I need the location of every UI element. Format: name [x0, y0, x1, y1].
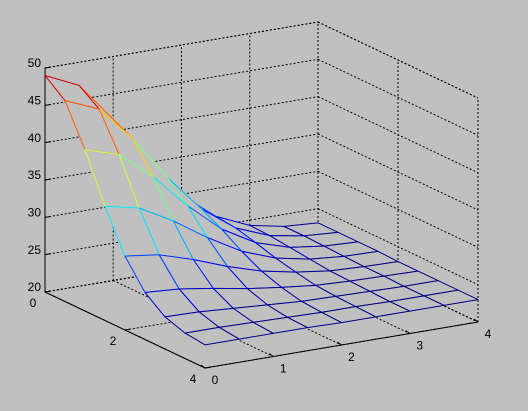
z-tick — [44, 215, 52, 218]
grid-line — [317, 170, 479, 248]
x-tick-label: 1 — [280, 362, 287, 376]
z-tick-label: 20 — [28, 280, 42, 294]
z-tick-label: 45 — [28, 94, 42, 108]
grid-line — [317, 133, 479, 211]
y-tick — [124, 328, 132, 331]
x-tick — [200, 364, 206, 369]
z-tick-label: 25 — [28, 243, 42, 257]
mesh-face — [184, 326, 240, 346]
y-tick-label: 4 — [190, 372, 197, 386]
y-tick — [44, 290, 52, 293]
grid-line — [317, 96, 479, 174]
x-tick-label: 4 — [485, 327, 492, 341]
y-tick-label: 0 — [30, 296, 37, 310]
x-tick — [337, 341, 342, 346]
x-tick-label: 0 — [212, 373, 219, 387]
y-tick-label: 2 — [110, 334, 117, 348]
z-tick — [44, 103, 52, 106]
z-tick — [44, 141, 52, 144]
x-tick — [405, 330, 411, 334]
z-tick-label: 30 — [28, 206, 42, 220]
grid-line — [317, 58, 479, 136]
z-tick-label: 35 — [28, 168, 42, 182]
x-tick-label: 2 — [348, 350, 355, 364]
z-tick — [44, 178, 52, 181]
grid-line — [317, 21, 479, 99]
z-tick-label: 40 — [28, 131, 42, 145]
grid-line — [317, 208, 479, 286]
x-tick — [268, 353, 274, 357]
y-tick — [204, 366, 212, 369]
x-tick — [473, 318, 479, 323]
z-tick-label: 50 — [28, 56, 42, 70]
x-tick-label: 3 — [416, 339, 423, 353]
z-tick — [44, 253, 52, 256]
z-tick — [44, 66, 52, 69]
